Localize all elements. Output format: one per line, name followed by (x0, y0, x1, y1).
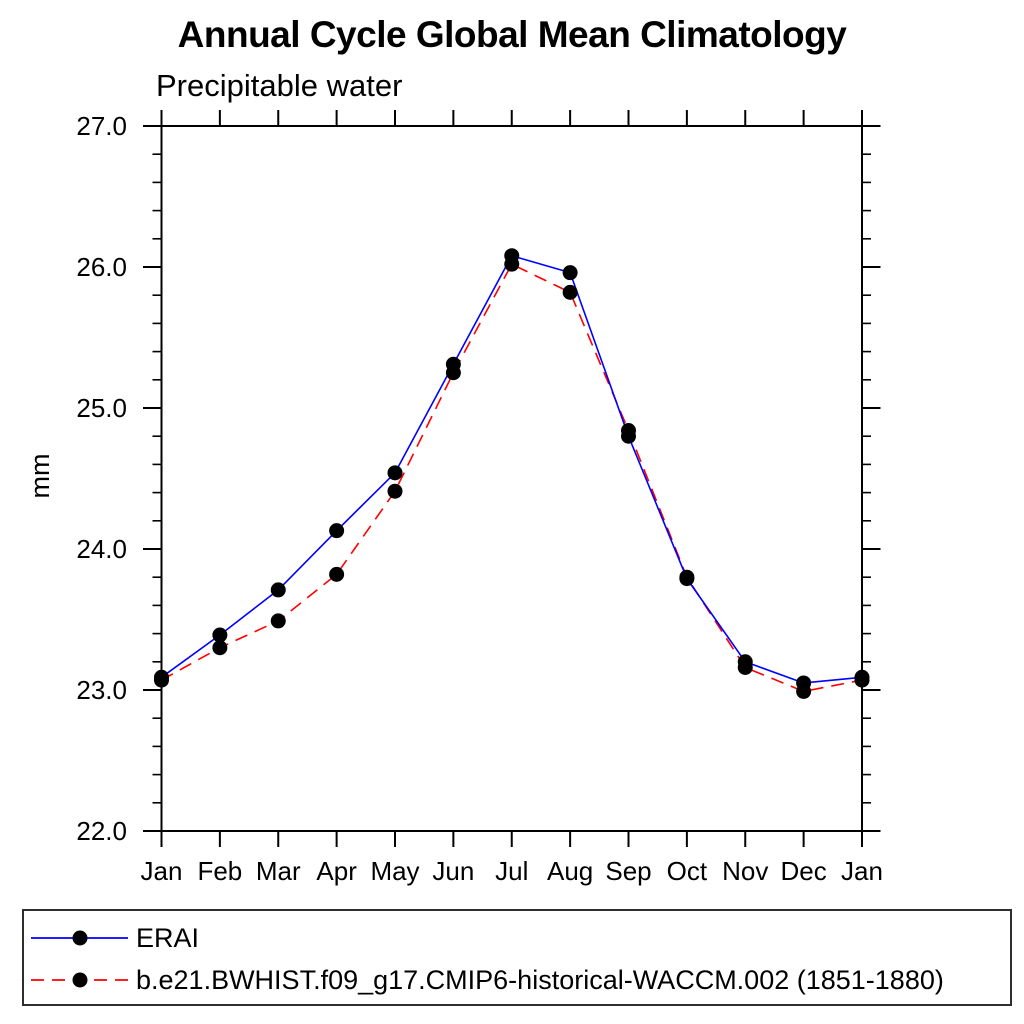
data-point-marker (270, 613, 286, 629)
data-point-marker (387, 465, 403, 481)
data-point-marker (562, 265, 578, 281)
data-point-marker (154, 669, 169, 685)
y-tick-label: 26.0 (76, 252, 127, 282)
legend-label-model: b.e21.BWHIST.f09_g17.CMIP6-historical-WA… (136, 964, 944, 995)
x-tick-label: Jan (841, 856, 883, 886)
data-point-marker (854, 669, 870, 685)
legend-box: ERAI b.e21.BWHIST.f09_g17.CMIP6-historic… (22, 909, 1012, 1006)
data-point-marker (270, 582, 286, 598)
data-point-marker (621, 428, 636, 444)
legend-sample-model (31, 972, 128, 988)
data-point-marker (679, 571, 695, 587)
x-tick-label: Jan (141, 856, 183, 886)
data-point-marker (212, 640, 228, 656)
y-tick-label: 25.0 (76, 393, 127, 423)
x-tick-label: Dec (781, 856, 827, 886)
series-line-1 (161, 263, 863, 693)
data-point-marker (796, 675, 812, 691)
y-tick-label: 22.0 (76, 816, 127, 846)
data-point-marker (212, 627, 228, 643)
y-tick-label: 24.0 (76, 534, 127, 564)
x-tick-label: Aug (547, 856, 593, 886)
x-tick-label: Apr (316, 856, 357, 886)
x-tick-label: Sep (605, 856, 651, 886)
y-tick-label: 27.0 (76, 111, 127, 141)
legend-item-model: b.e21.BWHIST.f09_g17.CMIP6-historical-WA… (30, 961, 944, 999)
y-axis-label: mm (25, 454, 55, 499)
x-tick-label: Feb (197, 856, 242, 886)
x-tick-label: Jun (432, 856, 474, 886)
x-tick-label: May (370, 856, 419, 886)
data-point-marker (445, 356, 461, 372)
legend-item-erai: ERAI (30, 919, 199, 957)
legend-sample-erai (31, 930, 128, 946)
x-tick-label: Oct (667, 856, 708, 886)
data-point-marker (329, 523, 345, 539)
x-tick-label: Jul (495, 856, 528, 886)
chart-subtitle: Precipitable water (156, 68, 403, 103)
data-point-marker (562, 284, 578, 300)
x-tick-label: Nov (722, 856, 768, 886)
series-line-0 (161, 254, 863, 684)
legend-marker-icon (72, 972, 88, 988)
legend-label-erai: ERAI (136, 922, 200, 953)
data-point-marker (504, 248, 520, 264)
chart-title: Annual Cycle Global Mean Climatology (177, 14, 847, 55)
data-point-marker (387, 483, 403, 499)
x-tick-label: Mar (256, 856, 301, 886)
data-point-marker (737, 654, 753, 670)
legend-marker-icon (72, 930, 88, 946)
data-point-marker (329, 566, 345, 582)
y-tick-label: 23.0 (76, 675, 127, 705)
